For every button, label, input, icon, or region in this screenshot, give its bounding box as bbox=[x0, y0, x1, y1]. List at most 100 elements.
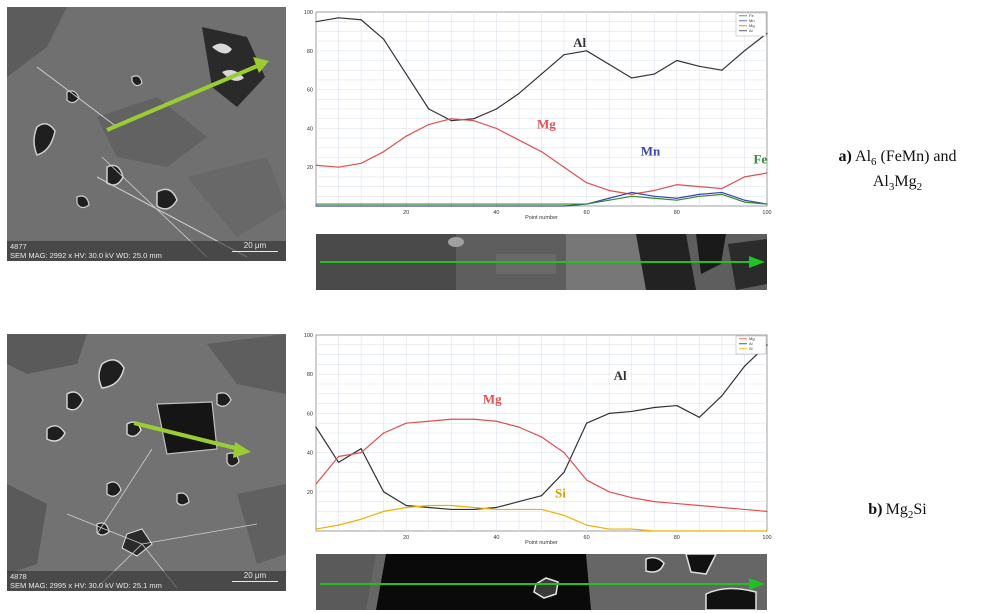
caption-a-line1: a) Al6 (FeMn) and bbox=[800, 147, 995, 172]
data-point-mn bbox=[608, 197, 610, 199]
series-label-si: Si bbox=[555, 486, 566, 501]
data-point-al bbox=[360, 19, 362, 21]
legend-entry: Mg bbox=[749, 336, 755, 341]
data-point-mn bbox=[495, 205, 497, 207]
data-point-si bbox=[473, 506, 475, 509]
data-point-si bbox=[586, 524, 588, 526]
data-point-al bbox=[450, 120, 452, 122]
legend-entry: Al bbox=[749, 341, 753, 346]
data-point-mn bbox=[405, 205, 407, 207]
data-point-al bbox=[518, 92, 520, 95]
sem-scale-bar-b bbox=[232, 581, 278, 582]
y-tick-label: 100 bbox=[304, 10, 313, 16]
data-point-mn bbox=[383, 205, 385, 207]
data-point-mg bbox=[676, 502, 678, 505]
data-point-fe bbox=[518, 203, 520, 205]
data-point-al bbox=[743, 50, 746, 52]
sem-scale-label-b: 20 μm bbox=[243, 571, 267, 580]
data-point-fe bbox=[383, 203, 385, 205]
data-point-fe bbox=[473, 203, 475, 205]
x-tick-label: 80 bbox=[674, 535, 680, 541]
legend-entry: Fe bbox=[749, 13, 754, 18]
x-tick-label: 40 bbox=[493, 535, 499, 541]
series-label-mn: Mn bbox=[641, 144, 661, 159]
legend-entry: Si bbox=[749, 346, 753, 351]
sem-id-label-b: 4878 bbox=[10, 572, 27, 581]
data-point-mn bbox=[743, 199, 746, 201]
data-point-mg bbox=[518, 139, 520, 141]
data-point-mn bbox=[337, 205, 340, 207]
sem-scale-label-a: 20 μm bbox=[243, 241, 267, 250]
legend-box bbox=[735, 335, 767, 355]
data-point-si bbox=[315, 528, 317, 530]
data-point-al bbox=[608, 412, 610, 414]
data-point-mn bbox=[631, 191, 633, 194]
data-point-al bbox=[495, 506, 497, 509]
data-point-fe bbox=[743, 201, 746, 203]
data-point-al bbox=[315, 426, 317, 428]
sem-id-label-a: 4877 bbox=[10, 242, 27, 251]
x-tick-label: 100 bbox=[762, 535, 771, 541]
data-point-si bbox=[721, 530, 723, 532]
x-tick-label: 20 bbox=[403, 210, 409, 216]
data-point-mn bbox=[315, 205, 317, 207]
data-point-si bbox=[608, 528, 610, 530]
data-point-mg bbox=[495, 420, 497, 422]
data-point-mg bbox=[563, 166, 565, 168]
x-axis-label: Point number bbox=[525, 540, 558, 546]
data-point-mg bbox=[653, 501, 655, 503]
data-point-fe bbox=[608, 199, 610, 201]
sem-info-bar-a: 4877 SEM MAG: 2992 x HV: 30.0 kV WD: 25.… bbox=[7, 241, 286, 261]
data-point-mg bbox=[315, 483, 317, 485]
y-tick-label: 40 bbox=[307, 126, 313, 132]
data-point-al bbox=[360, 448, 362, 450]
data-point-al bbox=[473, 508, 475, 511]
data-point-si bbox=[337, 524, 340, 526]
data-point-mg bbox=[631, 497, 633, 499]
data-point-mn bbox=[721, 191, 723, 194]
series-label-mg: Mg bbox=[537, 116, 556, 131]
data-point-fe bbox=[337, 203, 340, 205]
data-point-fe bbox=[676, 199, 678, 201]
data-point-mn bbox=[518, 205, 520, 207]
data-point-al bbox=[473, 118, 475, 120]
data-point-mg bbox=[428, 420, 430, 422]
data-point-mn bbox=[540, 205, 543, 207]
data-point-fe bbox=[360, 203, 362, 205]
data-point-al bbox=[405, 504, 407, 507]
data-point-al bbox=[518, 501, 520, 503]
data-point-al bbox=[743, 365, 746, 367]
sem-params-a: SEM MAG: 2992 x HV: 30.0 kV WD: 25.0 mm bbox=[10, 251, 162, 260]
y-tick-label: 100 bbox=[304, 333, 313, 339]
data-point-fe bbox=[563, 203, 565, 205]
data-point-si bbox=[653, 530, 655, 532]
data-point-al bbox=[405, 73, 407, 75]
sem-micrograph-b bbox=[7, 334, 286, 591]
data-point-fe bbox=[631, 195, 633, 197]
data-point-si bbox=[495, 508, 497, 511]
data-point-si bbox=[676, 530, 678, 532]
y-tick-label: 60 bbox=[307, 411, 313, 417]
data-point-al bbox=[676, 59, 678, 62]
sem-micrograph-a bbox=[7, 7, 286, 261]
data-point-al bbox=[631, 410, 633, 413]
data-point-mn bbox=[676, 197, 678, 199]
data-point-mg bbox=[360, 162, 362, 164]
data-point-al bbox=[337, 461, 340, 463]
data-point-si bbox=[540, 508, 543, 511]
data-point-al bbox=[676, 404, 678, 407]
sem-scale-a: 20 μm bbox=[232, 241, 278, 252]
line-scan-strip-b bbox=[316, 554, 767, 610]
x-tick-label: 60 bbox=[584, 210, 590, 216]
data-point-mg bbox=[450, 418, 452, 420]
sem-scale-bar-a bbox=[232, 251, 278, 252]
data-point-al bbox=[653, 406, 655, 409]
data-point-mn bbox=[653, 195, 655, 197]
y-tick-label: 20 bbox=[307, 490, 313, 496]
data-point-mg bbox=[766, 510, 768, 512]
line-scan-strip-a bbox=[316, 234, 767, 290]
data-point-fe bbox=[653, 197, 655, 199]
data-point-mg bbox=[631, 193, 633, 195]
y-tick-label: 20 bbox=[307, 165, 313, 171]
